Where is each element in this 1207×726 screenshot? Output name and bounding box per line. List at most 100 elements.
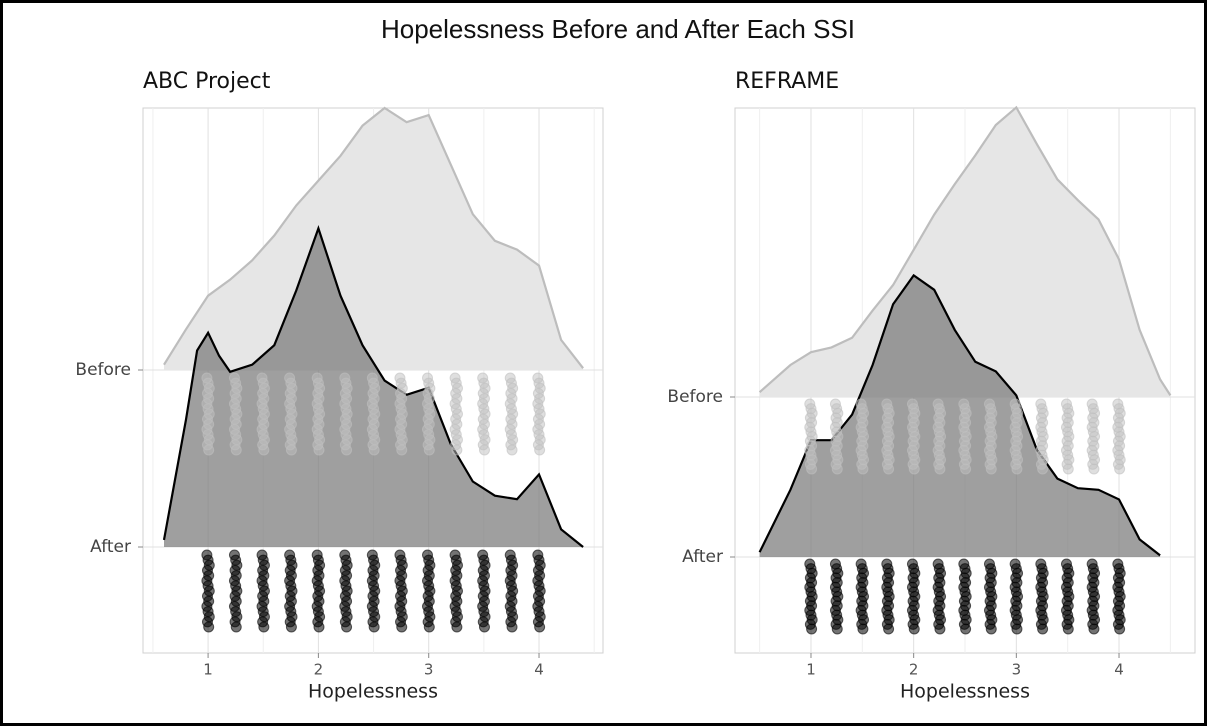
point-strip — [829, 398, 844, 475]
point-strip — [394, 549, 408, 633]
point — [1037, 623, 1049, 635]
point — [1062, 623, 1074, 635]
x-tick-label: 2 — [314, 661, 324, 679]
x-tick-label: 4 — [1114, 661, 1124, 679]
point — [1011, 623, 1023, 635]
point-strip — [339, 372, 353, 456]
density-line — [162, 225, 584, 548]
point — [341, 444, 353, 456]
point-strip — [532, 549, 546, 633]
point — [451, 444, 463, 456]
point — [534, 444, 546, 456]
point-strip — [958, 558, 972, 635]
point-strip — [983, 398, 998, 475]
point — [313, 444, 325, 456]
point — [883, 463, 895, 475]
point-strip — [366, 372, 381, 456]
point — [806, 623, 818, 635]
x-tick-label: 4 — [534, 661, 544, 679]
point — [908, 463, 920, 475]
point-strip — [284, 549, 298, 633]
panel-title: ABC Project — [143, 69, 271, 94]
point-strip — [449, 549, 463, 633]
point — [506, 444, 518, 456]
point-strip — [881, 398, 895, 475]
point-strip — [1086, 558, 1101, 635]
point-strip — [932, 558, 947, 635]
point-strip — [1086, 398, 1101, 475]
point-strip — [906, 558, 921, 635]
point-strip — [932, 398, 947, 475]
point — [506, 621, 518, 633]
point-strip — [228, 372, 243, 456]
point — [985, 623, 997, 635]
point — [1062, 463, 1074, 475]
point-strip — [983, 558, 998, 635]
point — [934, 463, 946, 475]
point — [857, 623, 869, 635]
point-strip — [394, 372, 408, 456]
point — [478, 621, 490, 633]
panel-title: REFRAME — [735, 69, 839, 94]
x-tick-label: 1 — [203, 661, 213, 679]
x-axis-label: Hopelessness — [900, 681, 1030, 703]
point — [203, 621, 215, 633]
point — [908, 623, 920, 635]
point — [478, 444, 490, 456]
point-strip — [1060, 558, 1075, 635]
y-tick-label: After — [682, 547, 723, 567]
point — [1114, 623, 1126, 635]
point — [960, 463, 972, 475]
point — [960, 623, 972, 635]
y-tick-label: Before — [667, 387, 723, 407]
point — [1037, 463, 1049, 475]
density-area — [164, 108, 584, 370]
point-strip — [504, 549, 519, 633]
point-strip — [1060, 398, 1075, 475]
point — [1011, 463, 1023, 475]
point-strip — [829, 558, 844, 635]
x-tick-label: 2 — [909, 661, 919, 679]
chart-title: Hopelessness Before and After Each SSI — [381, 14, 855, 44]
point — [831, 463, 843, 475]
point-strip — [311, 549, 326, 633]
point-strip — [958, 398, 972, 475]
point-strip — [1035, 398, 1049, 475]
point-strip — [1112, 558, 1126, 635]
point — [368, 444, 380, 456]
point-strip — [366, 549, 381, 633]
point — [451, 621, 463, 633]
point-strip — [906, 398, 921, 475]
point-strip — [504, 372, 519, 456]
point-strip — [532, 372, 546, 456]
point-strip — [256, 372, 270, 456]
point — [857, 463, 869, 475]
point-strip — [1009, 398, 1024, 475]
point — [985, 463, 997, 475]
point-strip — [284, 372, 298, 456]
y-tick-label: Before — [75, 360, 131, 380]
point — [534, 621, 546, 633]
x-tick-label: 3 — [424, 661, 434, 679]
point-strip — [1009, 558, 1024, 635]
point-strip — [804, 398, 818, 475]
point — [1088, 463, 1100, 475]
x-tick-label: 1 — [806, 661, 816, 679]
point — [1114, 463, 1126, 475]
point — [368, 621, 380, 633]
point-strip — [855, 558, 870, 635]
point — [230, 444, 242, 456]
point — [341, 621, 353, 633]
point-strip — [339, 549, 353, 633]
point — [203, 444, 215, 456]
point-strip — [201, 549, 215, 633]
point-strip — [311, 372, 326, 456]
x-tick-label: 3 — [1012, 661, 1022, 679]
point — [423, 621, 435, 633]
point-strip — [1035, 558, 1049, 635]
density-line — [758, 105, 1172, 396]
point-strip — [1112, 398, 1126, 475]
point — [313, 621, 325, 633]
